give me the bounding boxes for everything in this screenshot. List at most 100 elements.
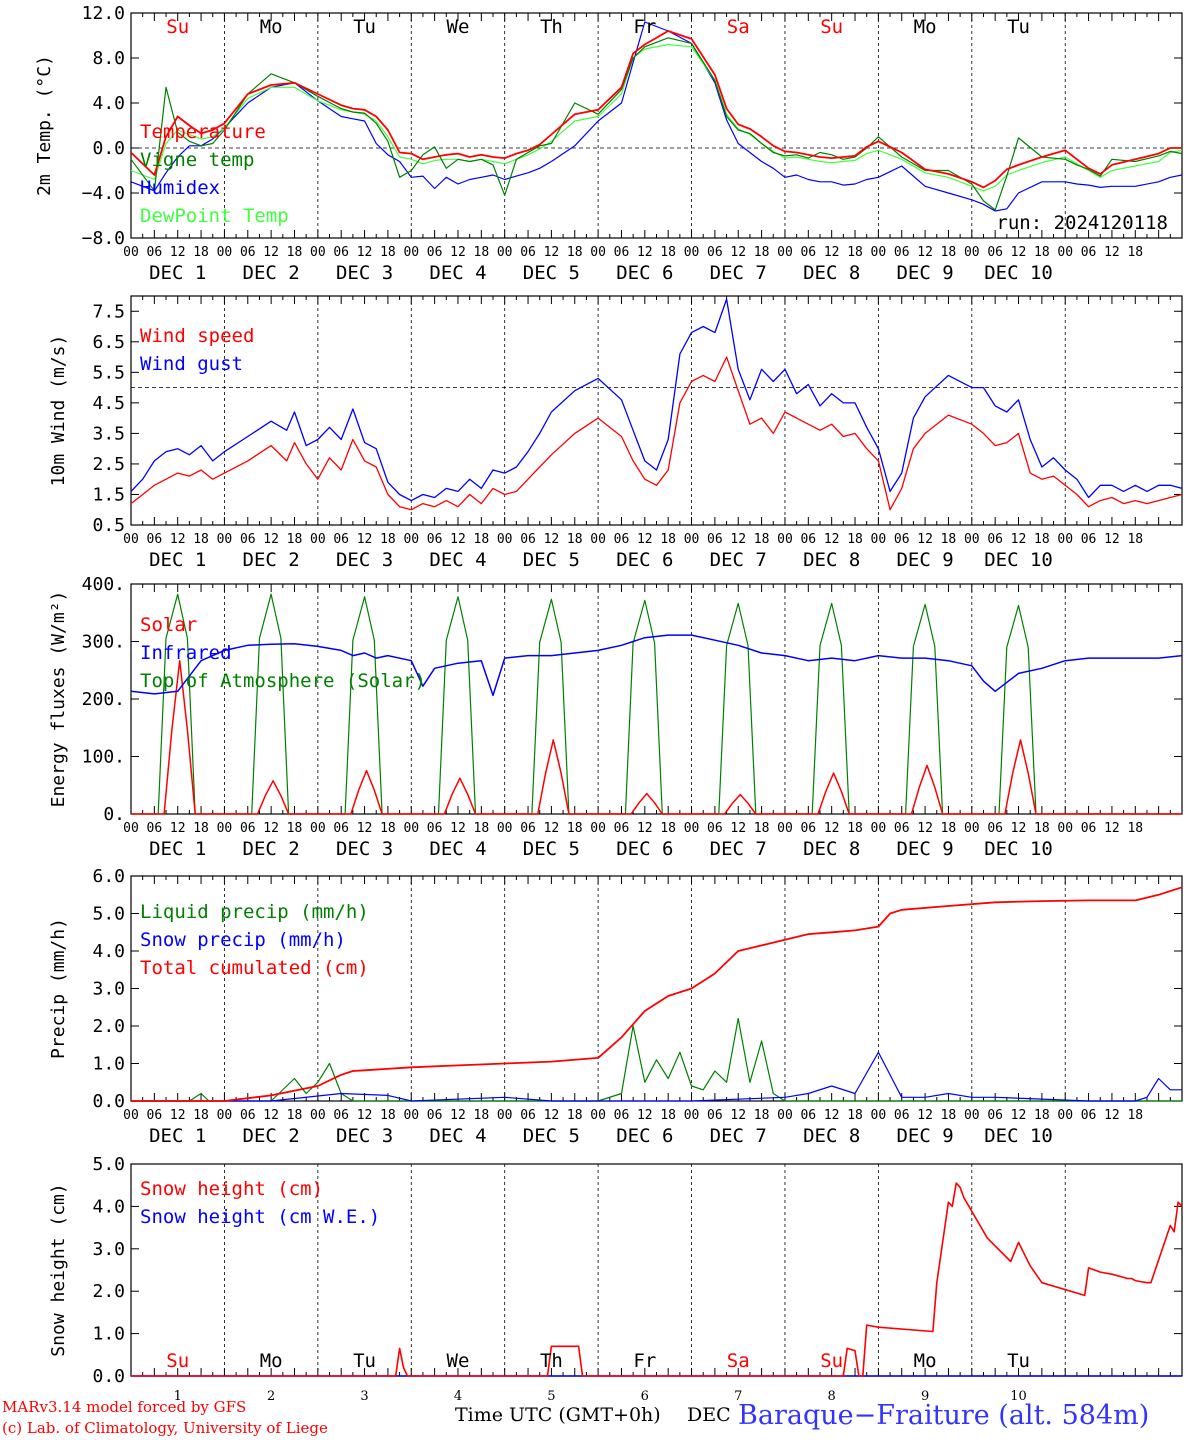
weekday-label: Sa — [727, 16, 750, 38]
date-label: DEC 8 — [803, 1125, 860, 1147]
hour-tick-label: 12 — [1011, 532, 1027, 547]
y-tick-label: 0.0 — [92, 1091, 125, 1112]
hour-tick-label: 18 — [941, 1108, 957, 1123]
hour-tick-label: 06 — [614, 245, 630, 260]
hour-tick-label: 18 — [567, 245, 583, 260]
hour-tick-label: 00 — [871, 245, 887, 260]
hour-tick-label: 18 — [380, 532, 396, 547]
hour-tick-label: 12 — [170, 821, 186, 836]
legend-entry-1: Wind gust — [140, 353, 243, 375]
date-label: DEC 9 — [896, 838, 953, 860]
hour-tick-label: 12 — [450, 821, 466, 836]
hour-tick-label: 18 — [193, 1108, 209, 1123]
hour-tick-label: 18 — [380, 1108, 396, 1123]
series-wind-gust — [130, 298, 1183, 502]
hour-tick-label: 06 — [427, 245, 443, 260]
y-tick-label: 5.0 — [92, 1154, 125, 1175]
hour-tick-label: 12 — [1011, 245, 1027, 260]
credit-line-1: MARv3.14 model forced by GFS — [2, 1398, 247, 1416]
hour-tick-label: 12 — [357, 1108, 373, 1123]
weekday-label: Tu — [1007, 1350, 1030, 1372]
legend-entry-0: Solar — [140, 614, 197, 636]
hour-tick-label: 06 — [520, 245, 536, 260]
weekday-label: Mo — [914, 16, 937, 38]
y-tick-label: 400. — [82, 574, 125, 595]
series-solar — [131, 659, 1182, 815]
date-label: DEC 6 — [616, 549, 673, 571]
y-tick-label: 2.0 — [92, 1281, 125, 1302]
y-tick-label: 8.0 — [92, 48, 125, 69]
hour-tick-label: 06 — [707, 245, 723, 260]
hour-tick-label: 06 — [240, 821, 256, 836]
hour-tick-label: 12 — [637, 821, 653, 836]
y-tick-label: 2.0 — [92, 1016, 125, 1037]
date-label: DEC 9 — [896, 262, 953, 284]
date-label: DEC 6 — [616, 838, 673, 860]
hour-tick-label: 00 — [684, 532, 700, 547]
y-tick-label: 0.0 — [92, 1366, 125, 1387]
hour-tick-label: 18 — [287, 821, 303, 836]
hour-tick-label: 00 — [684, 1108, 700, 1123]
hour-tick-label: 00 — [217, 245, 233, 260]
hour-tick-label: 00 — [590, 245, 606, 260]
hour-tick-label: 18 — [1127, 245, 1143, 260]
date-label: DEC 8 — [803, 262, 860, 284]
date-label: DEC 9 — [896, 1125, 953, 1147]
hour-tick-label: 06 — [894, 1108, 910, 1123]
y-tick-label: 3.5 — [92, 423, 125, 444]
hour-tick-label: 00 — [964, 1108, 980, 1123]
weekday-label: Su — [820, 1350, 843, 1372]
series-total-cumulated — [131, 886, 1183, 1102]
hour-tick-label: 12 — [917, 532, 933, 547]
hour-tick-label: 06 — [520, 1108, 536, 1123]
hour-tick-label: 06 — [520, 532, 536, 547]
hour-tick-label: 06 — [147, 532, 163, 547]
y-axis-label: 2m Temp. (°C) — [34, 55, 55, 196]
hour-tick-label: 00 — [217, 1108, 233, 1123]
y-tick-label: 100. — [82, 747, 125, 768]
legend-entry-0: Snow height (cm) — [140, 1178, 323, 1200]
hour-tick-label: 00 — [684, 245, 700, 260]
legend-entry-2: Humidex — [140, 177, 220, 199]
hour-tick-label: 12 — [1104, 532, 1120, 547]
hour-tick-label: 18 — [474, 532, 490, 547]
y-tick-label: 0. — [103, 804, 125, 825]
hour-tick-label: 18 — [754, 821, 770, 836]
date-label: DEC 5 — [523, 262, 580, 284]
date-label: DEC 7 — [710, 549, 767, 571]
weekday-label: Mo — [260, 1350, 283, 1372]
date-label: DEC 10 — [984, 262, 1053, 284]
day-number-label: 6 — [641, 1389, 649, 1404]
weekday-label: Sa — [727, 1350, 750, 1372]
date-label: DEC 2 — [243, 549, 300, 571]
hour-tick-label: 00 — [777, 1108, 793, 1123]
date-label: DEC 3 — [336, 838, 393, 860]
day-number-label: 3 — [360, 1389, 368, 1404]
y-tick-label: 6.0 — [92, 866, 125, 887]
hour-tick-label: 18 — [660, 821, 676, 836]
date-label: DEC 4 — [429, 549, 486, 571]
hour-tick-label: 18 — [941, 821, 957, 836]
hour-tick-label: 00 — [590, 821, 606, 836]
hour-tick-label: 00 — [871, 532, 887, 547]
y-axis-label: Precip (mm/h) — [48, 918, 69, 1059]
hour-tick-label: 18 — [847, 1108, 863, 1123]
hour-tick-label: 18 — [287, 245, 303, 260]
hour-tick-label: 00 — [1057, 821, 1073, 836]
legend-entry-3: DewPoint Temp — [140, 205, 289, 227]
weekday-label: Su — [820, 16, 843, 38]
series-temperature — [130, 30, 1182, 189]
hour-tick-label: 12 — [637, 245, 653, 260]
date-label: DEC 1 — [149, 262, 206, 284]
hour-tick-label: 00 — [403, 532, 419, 547]
date-label: DEC 9 — [896, 549, 953, 571]
hour-tick-label: 18 — [941, 245, 957, 260]
weekday-label: Tu — [1007, 16, 1030, 38]
date-label: DEC 2 — [243, 262, 300, 284]
date-label: DEC 6 — [616, 1125, 673, 1147]
y-tick-label: 7.5 — [92, 301, 125, 322]
y-tick-label: 0.0 — [92, 138, 125, 159]
hour-tick-label: 18 — [754, 1108, 770, 1123]
hour-tick-label: 06 — [240, 532, 256, 547]
day-number-label: 7 — [734, 1389, 742, 1404]
